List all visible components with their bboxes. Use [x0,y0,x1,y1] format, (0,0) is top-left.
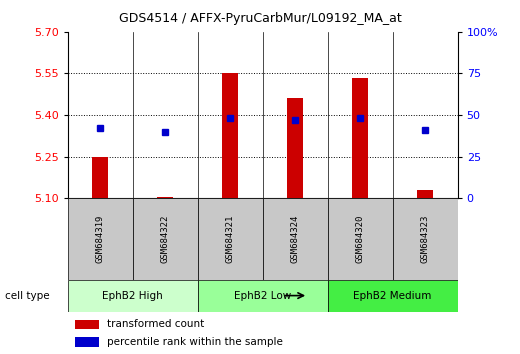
Bar [75,337,99,347]
Bar [263,198,328,280]
Text: GSM684322: GSM684322 [161,215,170,263]
Bar [157,197,173,198]
Text: GDS4514 / AFFX-PyruCarbMur/L09192_MA_at: GDS4514 / AFFX-PyruCarbMur/L09192_MA_at [119,12,401,25]
Text: GSM684319: GSM684319 [96,215,105,263]
Text: percentile rank within the sample: percentile rank within the sample [107,337,282,347]
Bar [287,98,303,198]
Bar [198,198,263,280]
Bar [68,280,198,312]
Text: transformed count: transformed count [107,319,204,329]
Text: GSM684324: GSM684324 [291,215,300,263]
Bar [92,156,108,198]
Bar [222,73,238,198]
Bar [328,198,393,280]
Text: EphB2 Medium: EphB2 Medium [354,291,432,301]
Bar [393,198,458,280]
Text: EphB2 Low: EphB2 Low [234,291,291,301]
Bar [352,78,368,198]
Text: GSM684320: GSM684320 [356,215,365,263]
Bar [328,280,458,312]
Text: GSM684323: GSM684323 [421,215,430,263]
Bar [68,198,133,280]
Bar [75,320,99,329]
Text: GSM684321: GSM684321 [226,215,235,263]
Text: cell type: cell type [5,291,50,301]
Bar [133,198,198,280]
Bar [417,190,433,198]
Bar [198,280,328,312]
Text: EphB2 High: EphB2 High [102,291,163,301]
